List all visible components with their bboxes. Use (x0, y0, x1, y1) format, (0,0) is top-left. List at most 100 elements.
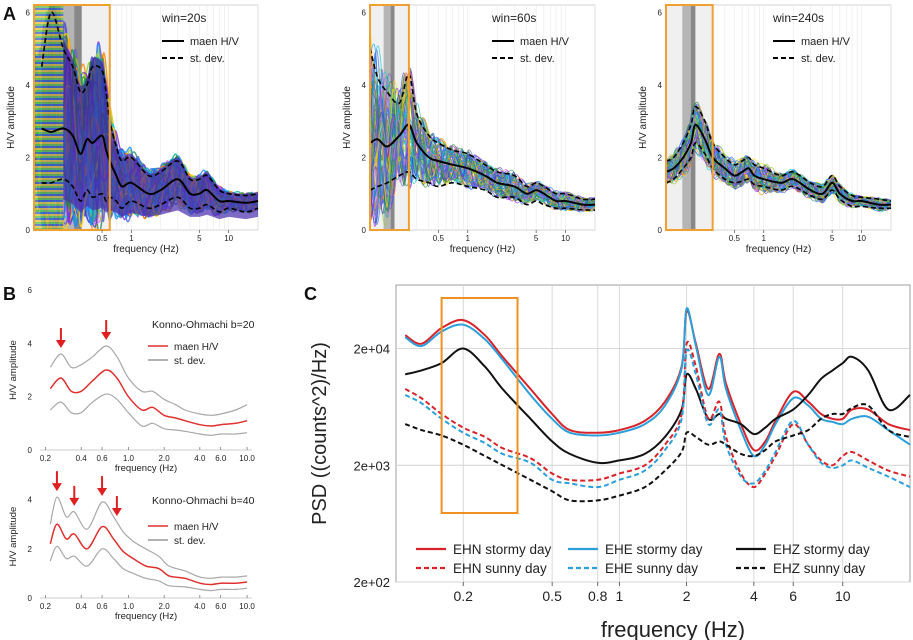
legend-label: maen H/V (520, 36, 570, 48)
x-tick-label: 10.0 (239, 454, 255, 463)
peak-arrow (69, 485, 80, 506)
y-tick-label: 6 (28, 286, 33, 295)
stdev-line (49, 496, 248, 579)
x-tick-label: 10 (561, 234, 570, 243)
window-curve (370, 88, 595, 212)
peak-arrow-head (111, 508, 122, 517)
window-curves (370, 22, 595, 227)
x-axis: 0.5 1 5 10 (729, 230, 867, 243)
peak-arrow-head (55, 340, 66, 348)
legend-label: EHZ stormy day (773, 542, 870, 557)
peak-arrow (111, 496, 122, 517)
highlight-box (369, 4, 410, 231)
window-curve (666, 111, 891, 208)
x-tick-label: 0.5 (729, 234, 741, 243)
legend-label: EHE stormy day (605, 542, 703, 557)
stdev-line (41, 178, 259, 213)
y-tick-label: 4 (28, 339, 33, 348)
y-axis: 0 2 4 (28, 496, 33, 603)
y-tick-label: 4 (26, 81, 31, 90)
chart-psd: 0.2 0.5 0.8 1 2 4 6 10 2e+02 2e+03 2e+04 frequency … (309, 284, 911, 640)
legend-label: EHZ sunny day (773, 561, 866, 576)
y-axis: 0 2 4 6 (26, 8, 31, 235)
highlight-band (682, 5, 691, 230)
x-tick-label: 4.0 (194, 454, 206, 463)
legend-label: EHE sunny day (605, 561, 698, 576)
legend: maen H/V st. dev. (148, 342, 219, 367)
chart-win20: 0.5 1 5 10 0 2 4 6 frequency (Hz) H/V amplitude wi… (6, 4, 259, 255)
stdev-line (49, 393, 248, 436)
highlight-box (440, 297, 519, 514)
x-tick-label: 1 (762, 234, 767, 243)
stdev-line (665, 105, 892, 202)
chart-title: win=60s (491, 11, 536, 25)
y-axis-label: PSD ((counts^2)/Hz) (309, 342, 331, 525)
legend-label: st. dev. (174, 356, 206, 367)
y-tick-label: 2 (26, 153, 31, 162)
legend: EHN stormy day EHE stormy day EHZ stormy d… (416, 542, 870, 576)
chart-win240: 0.5 1 5 10 0 2 4 6 frequency (Hz) H/V amplitude wi… (638, 4, 892, 255)
x-tick-label: 0.4 (76, 454, 88, 463)
y-tick-label: 4 (362, 81, 367, 90)
y-axis-label: H/V amplitude (6, 86, 17, 149)
x-axis: 0.2 0.4 0.6 1.0 2.0 4.0 6.0 10.0 (40, 447, 255, 463)
y-tick-label: 6 (658, 8, 663, 17)
x-tick-label: 2.0 (159, 602, 171, 611)
y-tick-label: 2 (28, 545, 33, 554)
peak-arrow-head (97, 488, 108, 497)
legend-label: maen H/V (801, 36, 851, 48)
x-tick-label: 0.5 (433, 234, 445, 243)
mean-hv-line (41, 127, 259, 204)
chart-title: win=240s (772, 11, 824, 25)
legend-label: maen H/V (190, 36, 240, 48)
psd-line (404, 348, 911, 489)
psd-line (404, 403, 911, 503)
x-tick-label: 4.0 (194, 602, 206, 611)
highlight-window (666, 5, 713, 230)
peak-arrows (51, 471, 122, 517)
panel-letter-b: B (3, 284, 16, 304)
y-tick-label: 0 (658, 226, 663, 235)
x-axis-label: frequency (Hz) (601, 617, 745, 640)
stdev-line (40, 11, 259, 197)
chart-win60: 0.5 1 5 10 0 2 4 6 frequency (Hz) H/V amplitude wi… (342, 4, 596, 255)
y-axis: 0 2 4 6 (28, 286, 33, 455)
legend-label: st. dev. (190, 53, 225, 65)
window-curves (34, 5, 258, 230)
x-axis: 0.2 0.4 0.6 1.0 2.0 4.0 6.0 10.0 (40, 595, 255, 611)
legend: maen H/V st. dev. (492, 36, 570, 65)
mean-hv-line (49, 523, 248, 586)
window-curve (370, 81, 595, 211)
stdev-line (369, 48, 596, 201)
mean-hv-line (369, 123, 596, 206)
x-axis-label: frequency (Hz) (746, 244, 812, 255)
y-tick-label: 0 (26, 226, 31, 235)
chart-title: Konno-Ohmachi b=20 (152, 319, 255, 331)
x-tick-label: 1 (466, 234, 471, 243)
x-tick-label: 10 (857, 234, 866, 243)
x-tick-label: 0.2 (40, 602, 52, 611)
y-axis-label: H/V amplitude (638, 86, 649, 149)
x-tick-label: 5 (830, 234, 835, 243)
legend-label: maen H/V (174, 522, 219, 533)
highlight-band (383, 5, 391, 230)
y-axis-label: H/V amplitude (8, 507, 19, 567)
x-tick-label: 0.2 (40, 454, 52, 463)
x-tick-label: 5 (534, 234, 539, 243)
stdev-line (49, 345, 248, 416)
x-tick-label: 5 (197, 234, 202, 243)
x-tick-label: 0.8 (588, 588, 608, 604)
x-axis-label: frequency (Hz) (115, 611, 177, 622)
peak-arrows (55, 320, 112, 348)
x-tick-label: 0.5 (542, 588, 562, 604)
peak-arrow-head (101, 332, 112, 340)
x-tick-label: 4 (750, 588, 758, 604)
legend-label: EHN stormy day (453, 542, 552, 557)
y-tick-label: 2 (362, 153, 367, 162)
x-tick-label: 6.0 (215, 454, 227, 463)
legend-label: st. dev. (174, 536, 206, 547)
y-axis: 0 2 4 6 (658, 8, 663, 235)
x-axis-label: frequency (Hz) (450, 244, 516, 255)
x-axis: 0.2 0.5 0.8 1 2 4 6 10 (454, 582, 851, 604)
